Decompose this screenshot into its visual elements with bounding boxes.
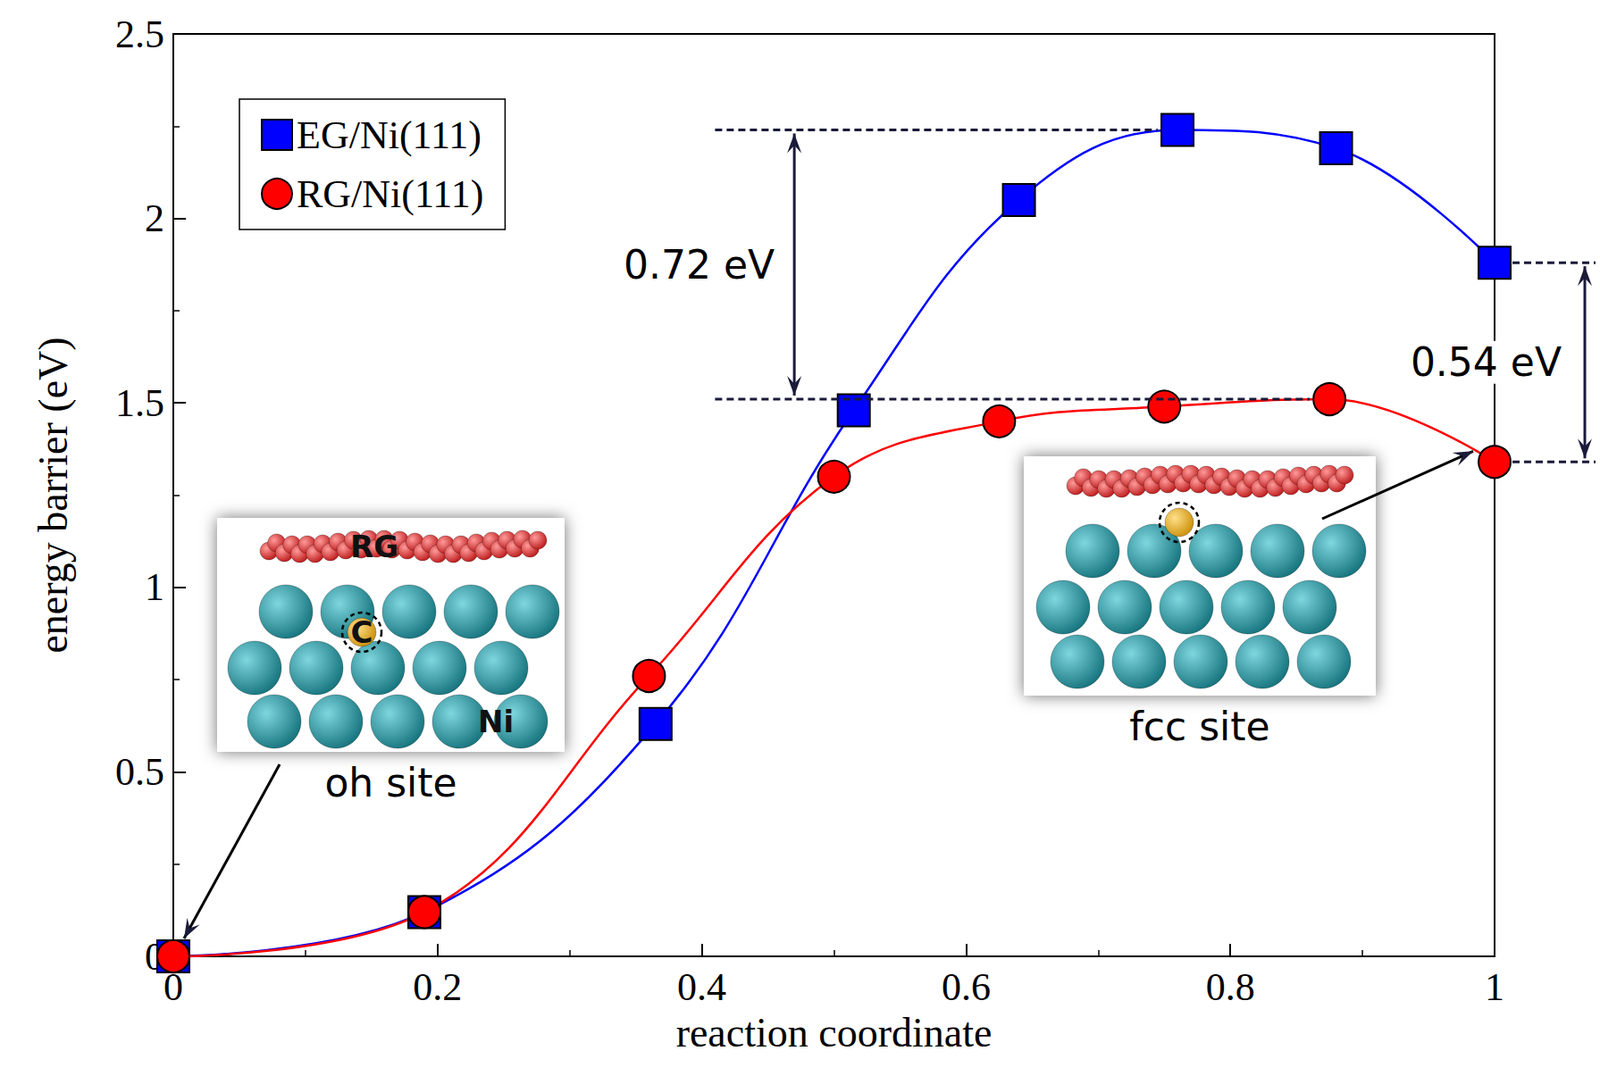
svg-text:0.4: 0.4 xyxy=(677,965,727,1010)
svg-text:0: 0 xyxy=(163,965,184,1010)
svg-text:1: 1 xyxy=(1484,965,1505,1010)
svg-text:1.5: 1.5 xyxy=(115,381,165,426)
svg-text:oh site: oh site xyxy=(324,760,457,806)
svg-text:Ni: Ni xyxy=(477,703,514,740)
svg-text:0.8: 0.8 xyxy=(1206,965,1256,1010)
svg-text:RG/Ni(111): RG/Ni(111) xyxy=(296,172,484,217)
svg-text:RG: RG xyxy=(350,528,399,565)
svg-text:1: 1 xyxy=(144,565,165,610)
svg-text:EG/Ni(111): EG/Ni(111) xyxy=(296,113,482,158)
svg-text:fcc site: fcc site xyxy=(1129,703,1270,750)
svg-text:0: 0 xyxy=(144,934,165,979)
svg-text:energy barrier (eV): energy barrier (eV) xyxy=(30,336,76,654)
svg-text:0.2: 0.2 xyxy=(412,965,462,1010)
svg-text:0.5: 0.5 xyxy=(115,750,165,795)
svg-text:0.72 eV: 0.72 eV xyxy=(623,242,775,288)
svg-text:C: C xyxy=(351,614,374,651)
svg-text:2.5: 2.5 xyxy=(115,12,165,57)
svg-text:2: 2 xyxy=(144,196,165,241)
svg-text:0.6: 0.6 xyxy=(941,965,991,1010)
svg-text:reaction coordinate: reaction coordinate xyxy=(676,1010,993,1056)
svg-text:0.54 eV: 0.54 eV xyxy=(1410,339,1562,386)
